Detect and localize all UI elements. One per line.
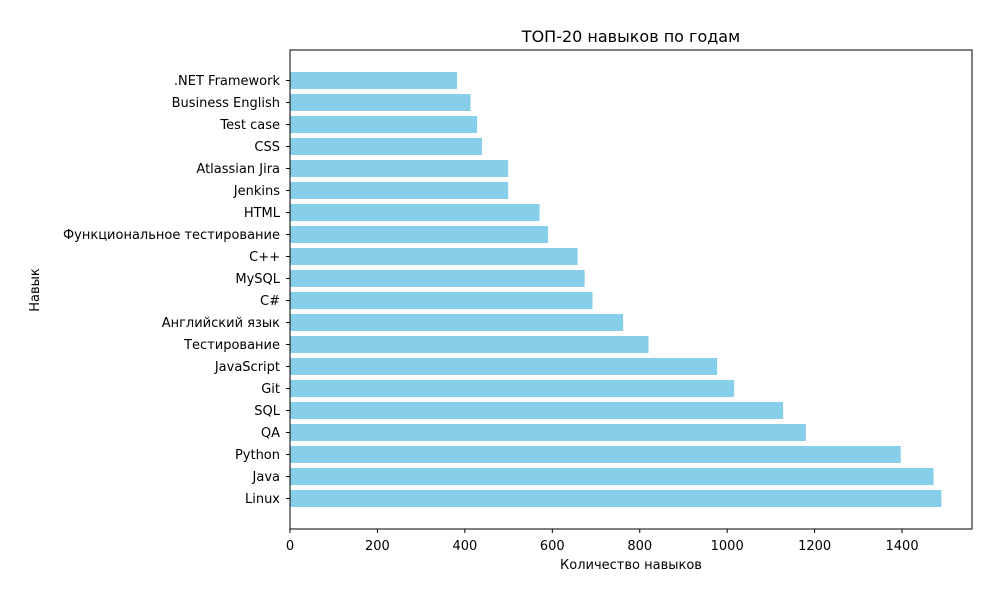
bar [290, 358, 718, 375]
x-tick-label: 800 [627, 539, 652, 554]
y-tick-label: Jenkins [233, 184, 280, 199]
y-tick-label: Business English [172, 96, 280, 111]
bar [290, 270, 585, 287]
bar [290, 336, 649, 353]
y-tick-label: .NET Framework [174, 74, 281, 89]
y-tick-label: HTML [244, 206, 281, 221]
y-tick-label: Функциональное тестирование [63, 228, 280, 243]
x-tick-label: 1000 [711, 539, 744, 554]
y-tick-label: MySQL [235, 272, 280, 287]
bar [290, 160, 509, 177]
y-tick-label: C++ [249, 250, 280, 265]
y-tick-label: Test case [219, 118, 280, 133]
y-tick-label: JavaScript [214, 360, 280, 375]
bars-group [290, 72, 942, 507]
x-tick-label: 0 [286, 539, 294, 554]
bar [290, 94, 471, 111]
y-tick-label: Java [252, 470, 280, 485]
bar [290, 182, 509, 199]
bar [290, 314, 624, 331]
chart-title: ТОП-20 навыков по годам [521, 27, 740, 46]
x-tick-label: 400 [452, 539, 477, 554]
x-axis-label: Количество навыков [560, 558, 702, 573]
bar [290, 490, 942, 507]
bar [290, 380, 735, 397]
bar [290, 204, 540, 221]
bar [290, 116, 478, 133]
y-tick-label: C# [260, 294, 280, 309]
plot-frame [289, 49, 973, 530]
x-tick-label: 1200 [798, 539, 831, 554]
y-tick-label: CSS [254, 140, 280, 155]
y-axis-label: Навык [28, 268, 43, 312]
bar [290, 292, 593, 309]
bar [290, 138, 482, 155]
y-tick-label: Git [261, 382, 280, 397]
y-tick-label: QA [261, 426, 280, 441]
x-axis-ticks: 0 200 400 600 800 1000 1200 1400 [286, 529, 919, 554]
bar [290, 468, 934, 485]
y-axis-ticks: Linux Java Python QA SQL Git JavaScript Тестиро… [63, 74, 290, 507]
y-tick-label: Тестирование [183, 338, 280, 353]
x-tick-label: 200 [365, 539, 390, 554]
x-tick-label: 600 [540, 539, 565, 554]
y-tick-label: Python [235, 448, 280, 463]
bar [290, 402, 784, 419]
y-tick-label: Linux [245, 492, 280, 507]
bar [290, 72, 458, 89]
bar [290, 226, 548, 243]
bar [290, 424, 806, 441]
bar [290, 446, 901, 463]
y-tick-label: SQL [254, 404, 280, 419]
y-tick-label: Английский язык [162, 316, 280, 331]
y-tick-label: Atlassian Jira [196, 162, 280, 177]
x-tick-label: 1400 [886, 539, 919, 554]
bar [290, 248, 578, 265]
